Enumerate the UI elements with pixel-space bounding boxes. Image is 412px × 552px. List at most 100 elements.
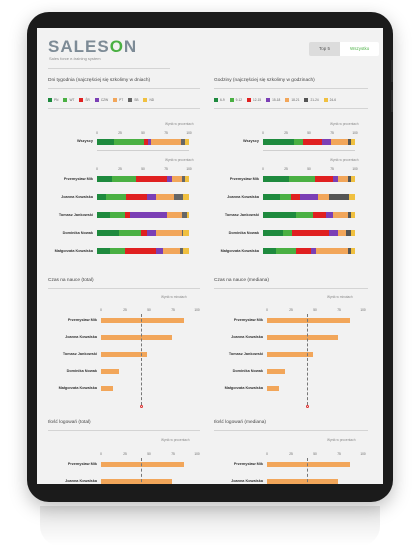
axis-caption: Wynik w procentach [165, 158, 194, 162]
bar-segment [111, 176, 136, 182]
bar-segment [263, 194, 280, 200]
axis-caption: Wynik w procentach [330, 122, 359, 126]
legend-item: 9-12 [229, 98, 242, 102]
stacked-bar[interactable] [263, 212, 355, 218]
stacked-bar[interactable] [97, 230, 189, 236]
legend-item: PT [113, 98, 123, 102]
axis-tick: 50 [307, 131, 311, 135]
value-bar[interactable] [101, 479, 173, 484]
average-line [141, 458, 143, 484]
tab-top5[interactable]: Top 5 [309, 42, 341, 56]
bar-segment [155, 194, 175, 200]
axis-tick: 0 [100, 308, 102, 312]
bar-segment [126, 194, 147, 200]
legend-swatch [323, 98, 328, 102]
row-label: Joanna Kowalska [227, 195, 259, 199]
bar-segment [316, 248, 348, 254]
row-label: Przemysław Mik [63, 177, 93, 181]
legend-item: ŚR [79, 98, 90, 102]
panel-divider [48, 430, 200, 431]
row-label: Joanna Kowalska [231, 479, 263, 483]
bar-segment [97, 176, 112, 182]
bar-segment [321, 139, 332, 145]
stacked-bar[interactable] [97, 248, 189, 254]
value-bar[interactable] [267, 479, 339, 484]
header-divider [48, 68, 170, 69]
bar-segment [263, 230, 284, 236]
panel-title: Dni tygodnia (najczęściej się szkolimy w… [48, 78, 151, 83]
value-bar[interactable] [101, 386, 113, 391]
tablet-side-button [391, 90, 393, 112]
row-label: Przemysław Mik [233, 318, 263, 322]
stacked-bar[interactable] [97, 212, 189, 218]
row-label: Tomasz Jankowski [62, 352, 97, 356]
bar-segment [183, 194, 189, 200]
axis-tick: 100 [186, 131, 192, 135]
axis-tick: 50 [147, 452, 151, 456]
axis-tick: 50 [141, 131, 145, 135]
row-label: Tomasz Jankowski [58, 213, 93, 217]
row-label: Dominika Nowak [232, 369, 263, 373]
bar-segment [288, 176, 315, 182]
axis-tick: 50 [313, 308, 317, 312]
legend-item: WT [63, 98, 74, 102]
stacked-bar[interactable] [263, 139, 355, 145]
panel-title: Czas na nauce (mediana) [214, 278, 269, 283]
axis-tick: 0 [266, 452, 268, 456]
legend-swatch [266, 98, 271, 102]
bar-segment [124, 248, 156, 254]
bar-segment [294, 139, 304, 145]
stacked-bar[interactable] [263, 230, 355, 236]
value-bar[interactable] [267, 335, 339, 340]
stacked-bar[interactable] [263, 176, 355, 182]
panel-divider [214, 430, 368, 431]
stacked-bar[interactable] [97, 176, 189, 182]
panel-divider [214, 88, 368, 89]
row-label: Tomasz Jankowski [224, 213, 259, 217]
axis-tick: 25 [289, 308, 293, 312]
legend-label: 15-18 [272, 98, 281, 102]
average-marker [139, 405, 143, 408]
panel-title: Godziny (najczęściej się szkolimy w godz… [214, 78, 315, 83]
legend-label: CZW [100, 98, 109, 102]
value-bar[interactable] [101, 369, 120, 374]
bar-segment [351, 212, 355, 218]
value-bar[interactable] [267, 369, 286, 374]
legend-label: 21-24 [310, 98, 319, 102]
axis-line [97, 150, 189, 151]
axis-tick: 75 [330, 167, 334, 171]
bar-segment [124, 212, 131, 218]
value-bar[interactable] [267, 352, 314, 357]
tab-all[interactable]: Wszystko [340, 42, 380, 56]
legend-swatch [63, 98, 68, 102]
value-bar[interactable] [267, 386, 279, 391]
bar-segment [292, 230, 330, 236]
saleson-logo[interactable]: SALESON [48, 37, 138, 56]
axis-tick: 0 [100, 452, 102, 456]
average-line [307, 458, 309, 484]
axis-tick: 25 [284, 131, 288, 135]
stacked-bar[interactable] [263, 194, 355, 200]
bar-segment [329, 194, 350, 200]
bar-segment [119, 230, 142, 236]
stacked-bar[interactable] [263, 248, 355, 254]
row-label: Joanna Kowalska [65, 479, 97, 483]
bar-segment [275, 248, 297, 254]
bar-segment [325, 212, 333, 218]
bar-segment [146, 230, 156, 236]
legend-item: 12-15 [247, 98, 261, 102]
value-bar[interactable] [101, 335, 173, 340]
value-bar[interactable] [101, 352, 148, 357]
legend-swatch [128, 98, 133, 102]
bar-segment [106, 194, 127, 200]
legend-label: WT [69, 98, 75, 102]
app-header: SALESON Sales force e-training system To… [37, 28, 383, 68]
bar-segment [181, 230, 184, 236]
legend-label: 18-21 [291, 98, 300, 102]
tablet-reflection [40, 506, 380, 546]
row-label-all: Wszyscy [242, 139, 259, 143]
average-marker [305, 405, 309, 408]
stacked-bar[interactable] [97, 194, 189, 200]
bar-segment [143, 139, 148, 145]
stacked-bar[interactable] [97, 139, 189, 145]
